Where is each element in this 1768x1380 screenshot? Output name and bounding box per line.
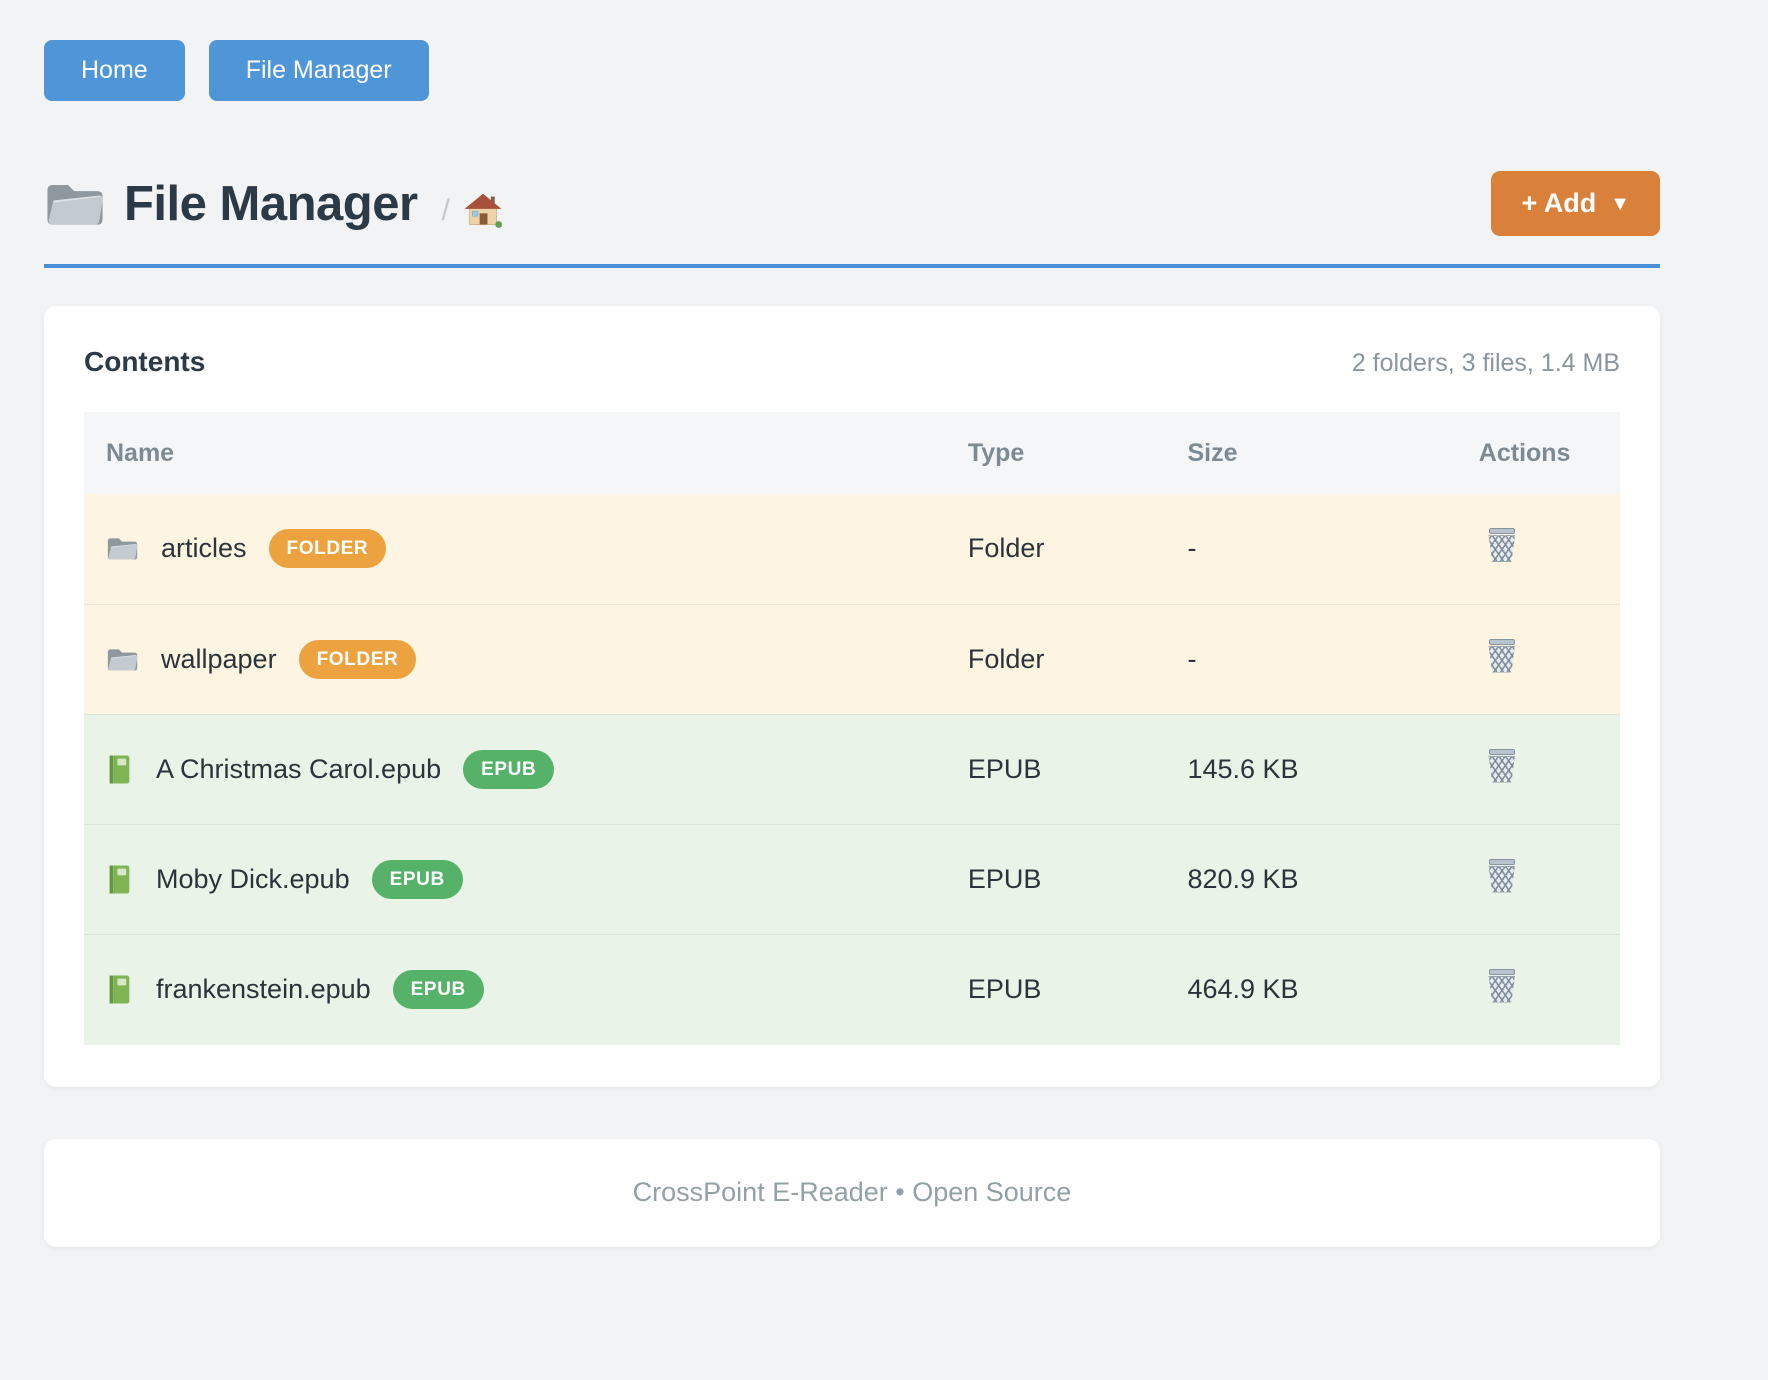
type-badge: FOLDER [298, 639, 417, 679]
add-button-label: + Add [1521, 188, 1597, 218]
book-icon [106, 754, 134, 785]
nav-file-manager-button[interactable]: File Manager [208, 40, 429, 101]
file-name[interactable]: Moby Dick.epub [156, 863, 350, 894]
column-header-size: Size [1171, 412, 1462, 494]
file-name[interactable]: articles [161, 533, 247, 564]
folder-icon [106, 534, 139, 563]
title-divider [44, 264, 1660, 268]
footer-card: CrossPoint E-Reader • Open Source [44, 1138, 1660, 1247]
file-type: EPUB [951, 934, 1172, 1045]
table-header-row: Name Type Size Actions [84, 412, 1620, 494]
file-size: 820.9 KB [1171, 824, 1462, 935]
trash-icon[interactable] [1488, 528, 1516, 563]
footer-text: CrossPoint E-Reader • Open Source [632, 1177, 1072, 1207]
files-table: Name Type Size Actions [84, 412, 1620, 1045]
file-type: Folder [951, 494, 1172, 605]
file-size: 145.6 KB [1171, 714, 1462, 825]
trash-icon[interactable] [1488, 968, 1516, 1003]
title-row: File Manager / + Add ▼ [44, 171, 1660, 236]
trash-icon[interactable] [1488, 638, 1516, 673]
house-icon[interactable] [464, 192, 502, 228]
nav-home-button[interactable]: Home [44, 40, 185, 101]
file-size: - [1171, 494, 1462, 605]
column-header-actions: Actions [1461, 412, 1620, 494]
column-header-type: Type [951, 412, 1172, 494]
trash-icon[interactable] [1488, 748, 1516, 783]
table-row[interactable]: wallpaper FOLDER Folder - [84, 604, 1620, 715]
folder-icon [44, 178, 106, 230]
table-row[interactable]: Moby Dick.epub EPUB EPUB 820.9 KB [84, 824, 1620, 935]
type-badge: EPUB [392, 969, 484, 1009]
folder-icon [106, 645, 139, 674]
column-header-name: Name [84, 412, 952, 494]
file-type: EPUB [951, 714, 1172, 825]
type-badge: EPUB [463, 749, 555, 789]
table-row[interactable]: articles FOLDER Folder - [84, 494, 1620, 605]
table-row[interactable]: frankenstein.epub EPUB EPUB 464.9 KB [84, 934, 1620, 1045]
file-name[interactable]: wallpaper [161, 643, 277, 674]
file-type: Folder [951, 604, 1172, 715]
file-name[interactable]: frankenstein.epub [156, 973, 371, 1004]
page-title: File Manager [124, 176, 418, 231]
file-size: 464.9 KB [1171, 934, 1462, 1045]
file-name[interactable]: A Christmas Carol.epub [156, 753, 442, 784]
file-size: - [1171, 604, 1462, 715]
contents-card: Contents 2 folders, 3 files, 1.4 MB Name… [44, 306, 1660, 1087]
caret-down-icon: ▼ [1610, 192, 1630, 215]
contents-summary: 2 folders, 3 files, 1.4 MB [1351, 349, 1620, 377]
add-button[interactable]: + Add ▼ [1491, 171, 1660, 236]
book-icon [106, 974, 134, 1005]
top-navigation: Home File Manager [44, 40, 1660, 101]
breadcrumb-separator: / [441, 193, 450, 227]
table-body: articles FOLDER Folder - [84, 494, 1620, 1045]
page: Home File Manager File Manager / + Add [44, 0, 1660, 1247]
trash-icon[interactable] [1488, 858, 1516, 893]
book-icon [106, 864, 134, 895]
table-row[interactable]: A Christmas Carol.epub EPUB EPUB 145.6 K… [84, 714, 1620, 825]
contents-heading: Contents [84, 346, 206, 377]
type-badge: EPUB [371, 859, 463, 899]
type-badge: FOLDER [268, 529, 387, 569]
file-type: EPUB [951, 824, 1172, 935]
